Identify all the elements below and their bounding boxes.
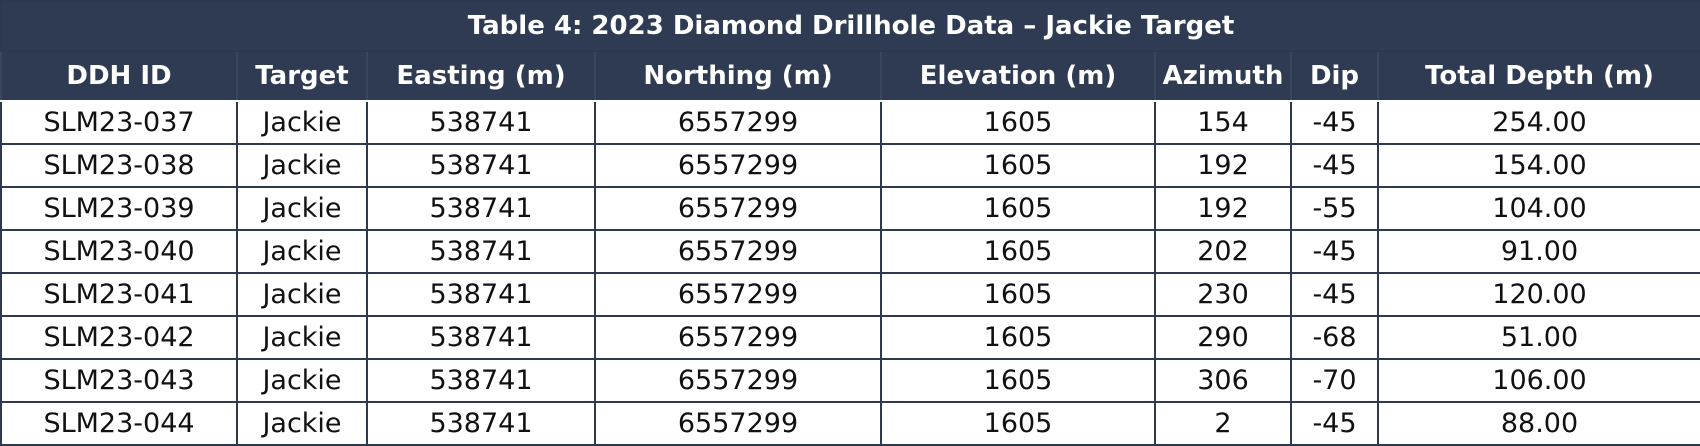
cell: 6557299 <box>594 315 882 360</box>
cell: SLM23-041 <box>0 272 238 317</box>
column-header: Target <box>236 50 368 102</box>
cell: 6557299 <box>594 100 882 145</box>
cell: SLM23-044 <box>0 401 238 446</box>
cell: 254.00 <box>1376 100 1700 145</box>
cell: 538741 <box>366 358 596 403</box>
cell: 306 <box>1154 358 1292 403</box>
cell: SLM23-043 <box>0 358 238 403</box>
data-row: SLM23-044 Jackie 538741 6557299 1605 2 -45 88.0… <box>0 401 1700 446</box>
cell: 2 <box>1154 401 1292 446</box>
cell: Jackie <box>236 143 368 188</box>
cell: 1605 <box>880 143 1156 188</box>
cell: 88.00 <box>1376 401 1700 446</box>
cell: 538741 <box>366 229 596 274</box>
column-header: Azimuth <box>1154 50 1292 102</box>
column-header: Easting (m) <box>366 50 596 102</box>
column-header: Northing (m) <box>594 50 882 102</box>
cell: Jackie <box>236 272 368 317</box>
cell: 6557299 <box>594 143 882 188</box>
column-header: Dip <box>1290 50 1379 102</box>
cell: Jackie <box>236 186 368 231</box>
cell: 192 <box>1154 186 1292 231</box>
cell: 120.00 <box>1376 272 1700 317</box>
cell: 1605 <box>880 315 1156 360</box>
column-header: Total Depth (m) <box>1376 50 1700 102</box>
cell: 230 <box>1154 272 1292 317</box>
cell: 192 <box>1154 143 1292 188</box>
cell: 538741 <box>366 186 596 231</box>
cell: 51.00 <box>1376 315 1700 360</box>
cell: 538741 <box>366 272 596 317</box>
cell: 1605 <box>880 100 1156 145</box>
header-row: DDH ID Target Easting (m) Northing (m) Eleva… <box>0 50 1700 102</box>
cell: 538741 <box>366 315 596 360</box>
cell: 6557299 <box>594 186 882 231</box>
cell: Jackie <box>236 401 368 446</box>
cell: -45 <box>1290 401 1379 446</box>
cell: -68 <box>1290 315 1379 360</box>
cell: 290 <box>1154 315 1292 360</box>
column-header: DDH ID <box>0 50 238 102</box>
cell: -70 <box>1290 358 1379 403</box>
cell: 104.00 <box>1376 186 1700 231</box>
cell: 1605 <box>880 272 1156 317</box>
table-body: SLM23-037 Jackie 538741 6557299 1605 154 -45 25… <box>0 100 1700 446</box>
cell: 202 <box>1154 229 1292 274</box>
cell: 6557299 <box>594 358 882 403</box>
cell: 538741 <box>366 143 596 188</box>
cell: SLM23-040 <box>0 229 238 274</box>
cell: 154.00 <box>1376 143 1700 188</box>
cell: 6557299 <box>594 272 882 317</box>
cell: Jackie <box>236 315 368 360</box>
cell: -45 <box>1290 143 1379 188</box>
cell: 1605 <box>880 186 1156 231</box>
cell: -45 <box>1290 229 1379 274</box>
cell: SLM23-039 <box>0 186 238 231</box>
column-header: Elevation (m) <box>880 50 1156 102</box>
title-row: Table 4: 2023 Diamond Drillhole Data – J… <box>0 0 1700 52</box>
cell: 1605 <box>880 229 1156 274</box>
data-row: SLM23-037 Jackie 538741 6557299 1605 154 -45 25… <box>0 100 1700 145</box>
cell: 1605 <box>880 401 1156 446</box>
cell: 91.00 <box>1376 229 1700 274</box>
data-row: SLM23-040 Jackie 538741 6557299 1605 202 -45 91… <box>0 229 1700 274</box>
cell: 154 <box>1154 100 1292 145</box>
cell: -45 <box>1290 100 1379 145</box>
data-row: SLM23-039 Jackie 538741 6557299 1605 192 -55 10… <box>0 186 1700 231</box>
cell: SLM23-037 <box>0 100 238 145</box>
data-row: SLM23-038 Jackie 538741 6557299 1605 192 -45 15… <box>0 143 1700 188</box>
cell: 538741 <box>366 401 596 446</box>
cell: 538741 <box>366 100 596 145</box>
cell: 1605 <box>880 358 1156 403</box>
cell: SLM23-038 <box>0 143 238 188</box>
table-title: Table 4: 2023 Diamond Drillhole Data – J… <box>0 0 1700 52</box>
cell: 106.00 <box>1376 358 1700 403</box>
cell: Jackie <box>236 100 368 145</box>
cell: 6557299 <box>594 401 882 446</box>
cell: -55 <box>1290 186 1379 231</box>
cell: Jackie <box>236 358 368 403</box>
cell: 6557299 <box>594 229 882 274</box>
data-row: SLM23-043 Jackie 538741 6557299 1605 306 -70 10… <box>0 358 1700 403</box>
cell: Jackie <box>236 229 368 274</box>
cell: -45 <box>1290 272 1379 317</box>
cell: SLM23-042 <box>0 315 238 360</box>
data-row: SLM23-042 Jackie 538741 6557299 1605 290 -68 51… <box>0 315 1700 360</box>
data-row: SLM23-041 Jackie 538741 6557299 1605 230 -45 12… <box>0 272 1700 317</box>
